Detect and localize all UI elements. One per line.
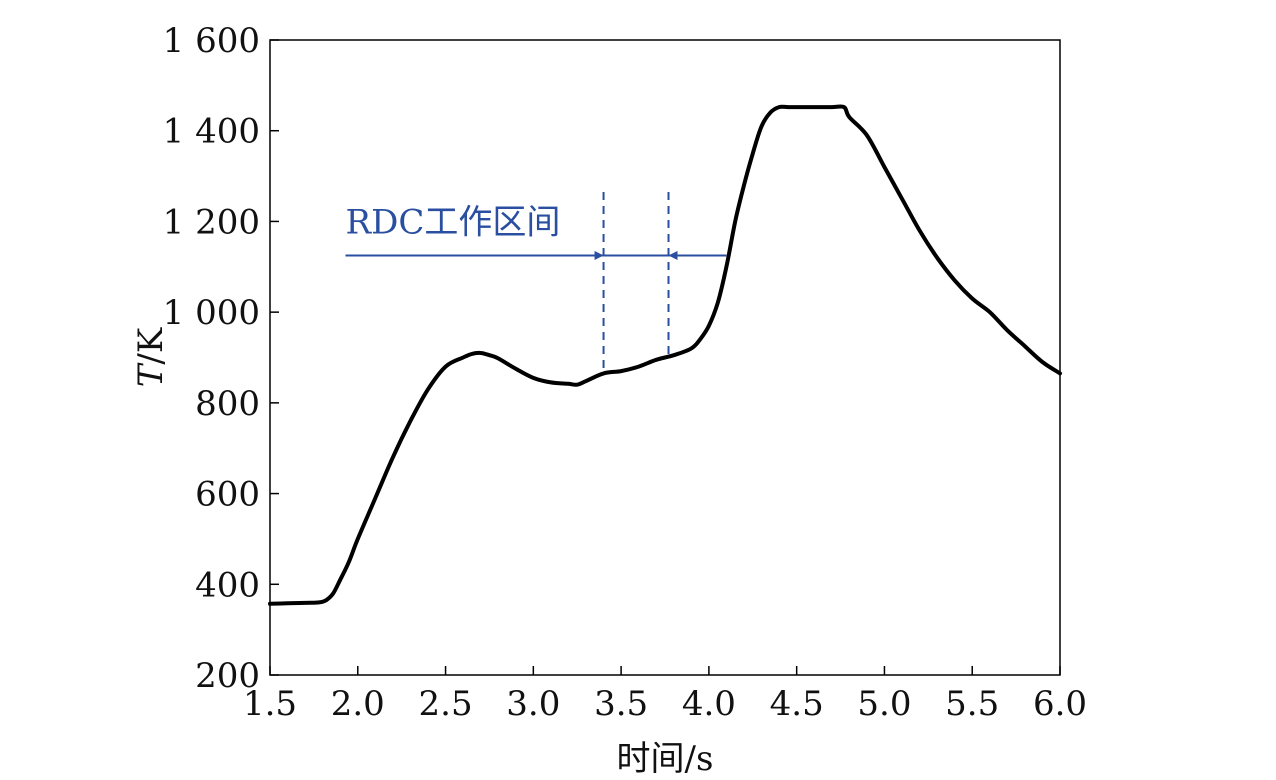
x-tick-label: 2.0 [331,684,385,724]
y-axis-title-unit: /K [131,327,171,364]
x-tick-label: 4.0 [682,684,736,724]
x-tick-label: 5.5 [945,684,999,724]
y-tick-label: 400 [195,565,260,605]
x-tick-label: 6.0 [1033,684,1087,724]
plot-layer [268,104,1062,606]
y-axis-title-variable: T [131,362,171,387]
plot-frame [269,39,1061,676]
y-tick-label: 1 200 [163,202,260,242]
x-tick-label: 1.5 [243,684,297,724]
y-axis-title: T/K [131,327,171,387]
y-tick-label: 1 600 [163,21,260,61]
axis-ticks: 1.5 2.0 2.5 3.0 3.5 4.0 4.5 5.0 5.5 6.0 200 400 600 8… [163,21,1087,724]
x-tick-label: 3.5 [594,684,648,724]
y-tick-label: 600 [195,475,260,515]
y-tick-label: 1 000 [163,293,260,333]
x-tick-label: 4.5 [770,684,824,724]
y-tick-label: 1 400 [163,112,260,152]
x-tick-label: 5.0 [857,684,911,724]
y-tick-label: 200 [195,656,260,696]
x-tick-label: 2.5 [419,684,473,724]
annotation-layer: RDC工作区间 [345,192,727,370]
temperature-series-line [268,104,1062,606]
x-tick-label: 3.0 [506,684,560,724]
y-tick-label: 800 [195,384,260,424]
interval-annotation-label: RDC工作区间 [345,202,560,242]
x-axis-title: 时间/s [617,739,714,779]
